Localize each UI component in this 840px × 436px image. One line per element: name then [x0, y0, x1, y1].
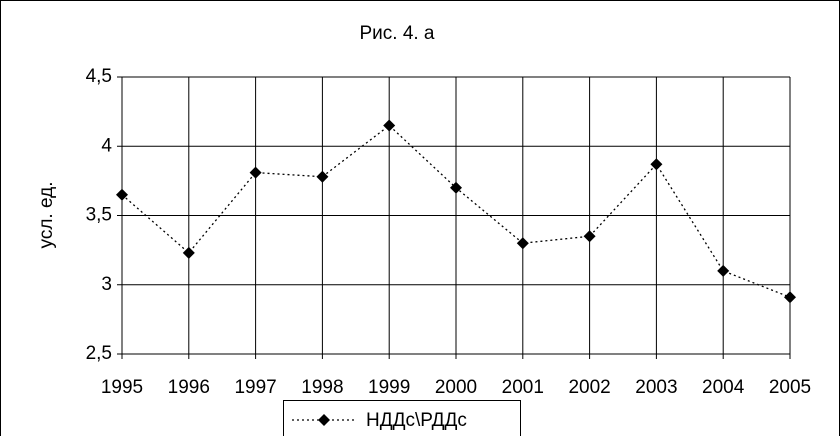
data-point [316, 170, 329, 183]
x-tick-label: 2004 [702, 377, 745, 398]
data-point [249, 166, 262, 179]
x-tick-label: 2005 [769, 377, 811, 398]
data-point [784, 291, 796, 304]
x-tick-label: 2000 [435, 377, 477, 398]
data-point [650, 158, 663, 171]
y-tick-label: 4,5 [86, 66, 112, 87]
x-tick-label: 1998 [301, 377, 343, 398]
x-tick-label: 1996 [168, 377, 210, 398]
x-tick-label: 2003 [635, 377, 677, 398]
data-point [717, 264, 730, 277]
data-point [450, 181, 462, 194]
data-point [116, 188, 128, 201]
chart-title: Рис. 4. а [359, 23, 434, 44]
y-tick-label: 3 [101, 274, 112, 295]
data-point [516, 237, 529, 250]
y-axis-label: усл. ед. [36, 182, 57, 249]
y-tick-label: 3,5 [86, 205, 112, 226]
x-tick-label: 2001 [502, 377, 544, 398]
legend-label: НДДс\РДДс [366, 410, 467, 431]
y-tick-label: 2,5 [86, 343, 112, 364]
data-point [383, 119, 396, 132]
y-tick-label: 4 [101, 135, 112, 156]
x-tick-label: 2002 [568, 377, 610, 398]
x-tick-label: 1999 [368, 377, 410, 398]
x-tick-label: 1997 [234, 377, 276, 398]
legend-marker [318, 414, 330, 426]
data-point [182, 246, 195, 259]
x-tick-label: 1995 [101, 377, 143, 398]
data-point [583, 230, 596, 243]
